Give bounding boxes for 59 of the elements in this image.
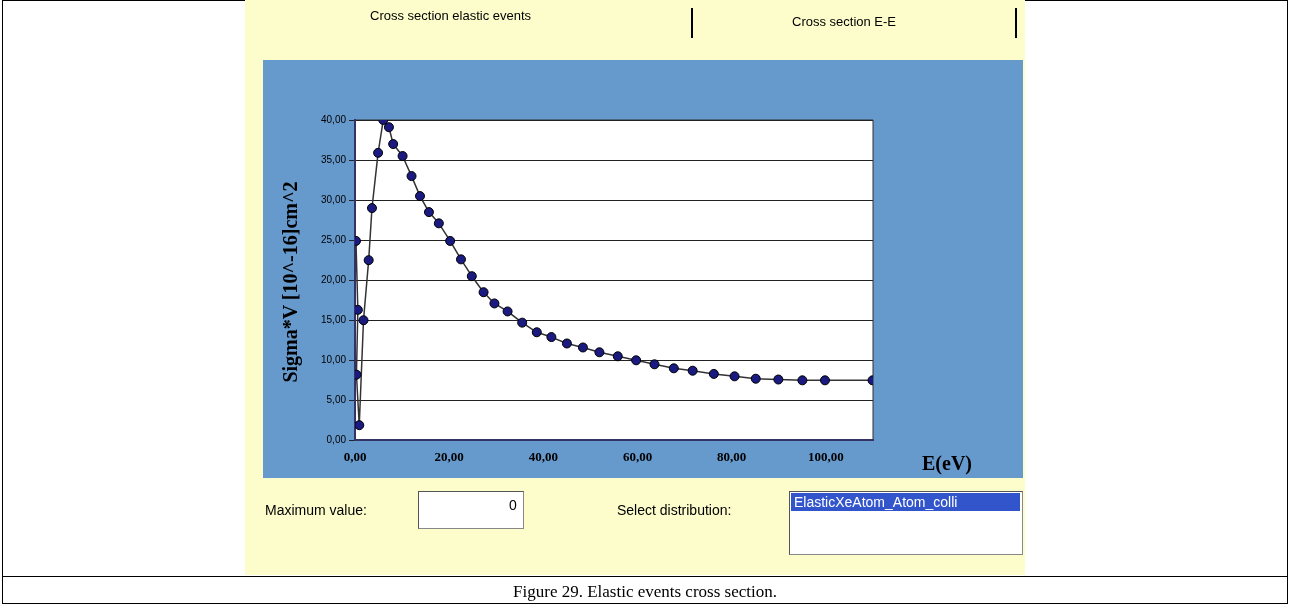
y-tick-label: 10,00: [320, 354, 347, 366]
y-tick-label: 30,00: [320, 193, 347, 205]
point: [502, 306, 513, 317]
point: [773, 374, 784, 385]
point: [466, 271, 477, 282]
point: [546, 332, 557, 343]
point: [445, 235, 456, 246]
point: [612, 351, 623, 362]
y-tick-label: 35,00: [320, 153, 347, 165]
point: [363, 255, 374, 266]
point: [366, 203, 377, 214]
text: Maximum value:: [265, 502, 367, 518]
point: [729, 371, 740, 382]
point: [423, 207, 434, 218]
x-tick-label: 100,00: [808, 448, 844, 464]
point: [373, 147, 384, 158]
text: Cross section elastic events: [370, 8, 532, 23]
x-tick-label: 20,00: [434, 448, 464, 464]
x-tick-label: 80,00: [717, 448, 747, 464]
point: [433, 218, 444, 229]
point: [649, 359, 660, 370]
point: [489, 298, 500, 309]
point: [355, 420, 365, 431]
point: [383, 122, 394, 133]
x-tick-label: 0,00: [343, 448, 367, 464]
text: 0: [509, 497, 517, 513]
point: [388, 139, 399, 150]
point: [819, 375, 830, 386]
point: [517, 317, 528, 328]
point: [577, 342, 588, 353]
x-tick-label: 60,00: [622, 448, 653, 464]
point: [708, 368, 719, 379]
point: [478, 287, 489, 298]
y-tick-label: 15,00: [320, 314, 347, 325]
caption: Figure 29. Elastic events cross section.: [513, 582, 777, 602]
point: [406, 171, 417, 182]
x-axis-title: E(eV): [922, 452, 972, 475]
y-tick-label: 5,00: [326, 394, 347, 406]
y-tick-label: 25,00: [320, 233, 347, 245]
point: [631, 355, 642, 366]
point: [750, 373, 761, 384]
point: [561, 338, 572, 349]
point: [455, 254, 466, 265]
y-tick-label: 0,00: [326, 434, 347, 446]
point: [415, 191, 426, 202]
y-tick-label: 40,00: [320, 113, 347, 125]
text: ElasticXeAtom_Atom_colli: [794, 494, 958, 510]
point: [358, 315, 369, 326]
x-tick-label: 40,00: [528, 448, 558, 464]
point: [797, 375, 808, 386]
text: Cross section E-E: [792, 14, 897, 29]
point: [397, 151, 408, 162]
text: Select distribution:: [617, 502, 732, 518]
y-axis-title: Sigma*V [10^-16]cm^2: [278, 181, 302, 383]
point: [531, 327, 542, 338]
point: [668, 363, 679, 374]
y-tick-label: 20,00: [320, 273, 347, 285]
point: [594, 347, 605, 358]
point: [687, 365, 698, 376]
